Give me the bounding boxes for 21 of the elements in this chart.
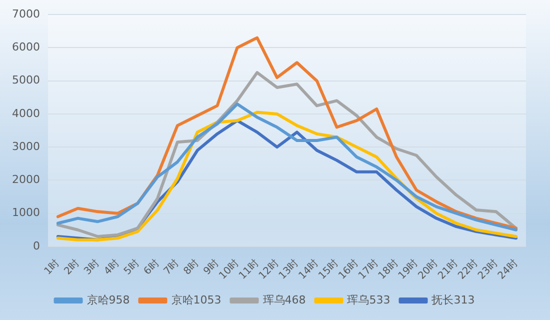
y-tick-label: 0 xyxy=(32,239,40,252)
legend-label: 珲乌468 xyxy=(262,293,306,306)
legend-label: 抚长313 xyxy=(430,293,475,306)
x-tick-label: 7时 xyxy=(161,257,182,278)
y-tick-label: 3000 xyxy=(12,140,40,153)
y-tick-label: 7000 xyxy=(12,7,40,20)
x-tick-label: 8时 xyxy=(181,257,202,278)
legend-label: 京哈958 xyxy=(86,293,130,306)
x-tick-label: 1时 xyxy=(42,257,62,278)
y-tick-label: 1000 xyxy=(12,206,40,220)
x-tick-label: 5时 xyxy=(122,257,142,278)
y-tick-label: 2000 xyxy=(12,173,40,186)
x-tick-label: 6时 xyxy=(141,257,162,278)
y-tick-label: 6000 xyxy=(12,40,40,54)
x-tick-label: 2时 xyxy=(62,257,82,278)
y-tick-label: 5000 xyxy=(12,74,40,87)
y-tick-label: 4000 xyxy=(12,106,40,120)
x-tick-label: 3时 xyxy=(82,257,102,278)
legend-label: 京哈1053 xyxy=(171,293,222,306)
x-tick-label: 4时 xyxy=(102,257,122,278)
legend-label: 珲乌533 xyxy=(347,293,390,306)
